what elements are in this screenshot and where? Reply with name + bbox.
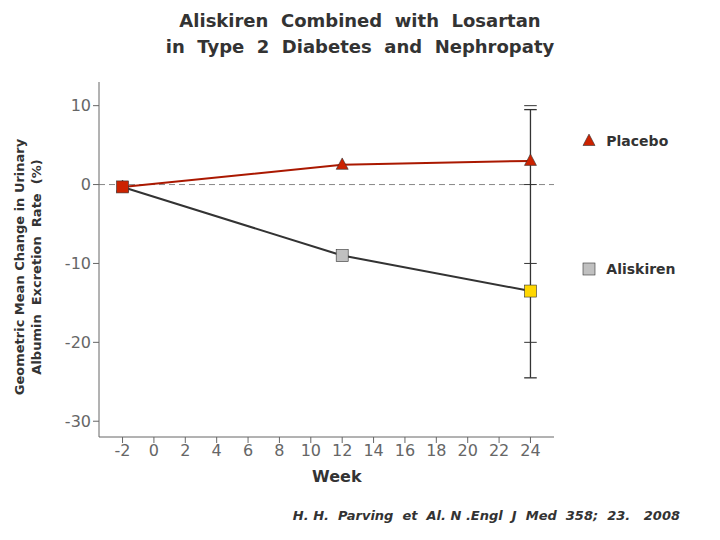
svg-text:20: 20	[458, 441, 478, 460]
svg-text:24: 24	[521, 441, 541, 460]
svg-text:10: 10	[301, 441, 321, 460]
svg-text:12: 12	[332, 441, 352, 460]
svg-text:-2: -2	[115, 441, 131, 460]
svg-text:0: 0	[81, 175, 91, 194]
svg-text:18: 18	[426, 441, 446, 460]
svg-text:6: 6	[243, 441, 253, 460]
svg-text:-10: -10	[65, 254, 91, 273]
html-text:Albumin Excretion Rate (%): Albumin Excretion Rate (%)	[29, 159, 44, 375]
svg-text:-20: -20	[65, 333, 91, 352]
html-text:Aliskiren Combined with Losart: Aliskiren Combined with Losartan	[179, 10, 541, 31]
svg-text:16: 16	[395, 441, 415, 460]
html-text:H. H. Parving et Al. N .Engl J: H. H. Parving et Al. N .Engl J Med 358; …	[292, 508, 680, 523]
html-text:Geometric Mean Change in Urina: Geometric Mean Change in Urinary	[12, 138, 27, 396]
svg-text:14: 14	[364, 441, 384, 460]
svg-text:4: 4	[212, 441, 222, 460]
html-text:in Type 2 Diabetes and Nephrop: in Type 2 Diabetes and Nephropaty	[165, 36, 555, 57]
svg-text:-30: -30	[65, 412, 91, 431]
svg-text:22: 22	[489, 441, 509, 460]
html-text:Week: Week	[312, 467, 362, 486]
html-text:Placebo: Placebo	[606, 133, 669, 149]
svg-text:0: 0	[149, 441, 159, 460]
svg-text:10: 10	[71, 96, 91, 115]
svg-text:8: 8	[275, 441, 285, 460]
svg-text:2: 2	[181, 441, 191, 460]
html-text:Aliskiren: Aliskiren	[606, 261, 676, 277]
